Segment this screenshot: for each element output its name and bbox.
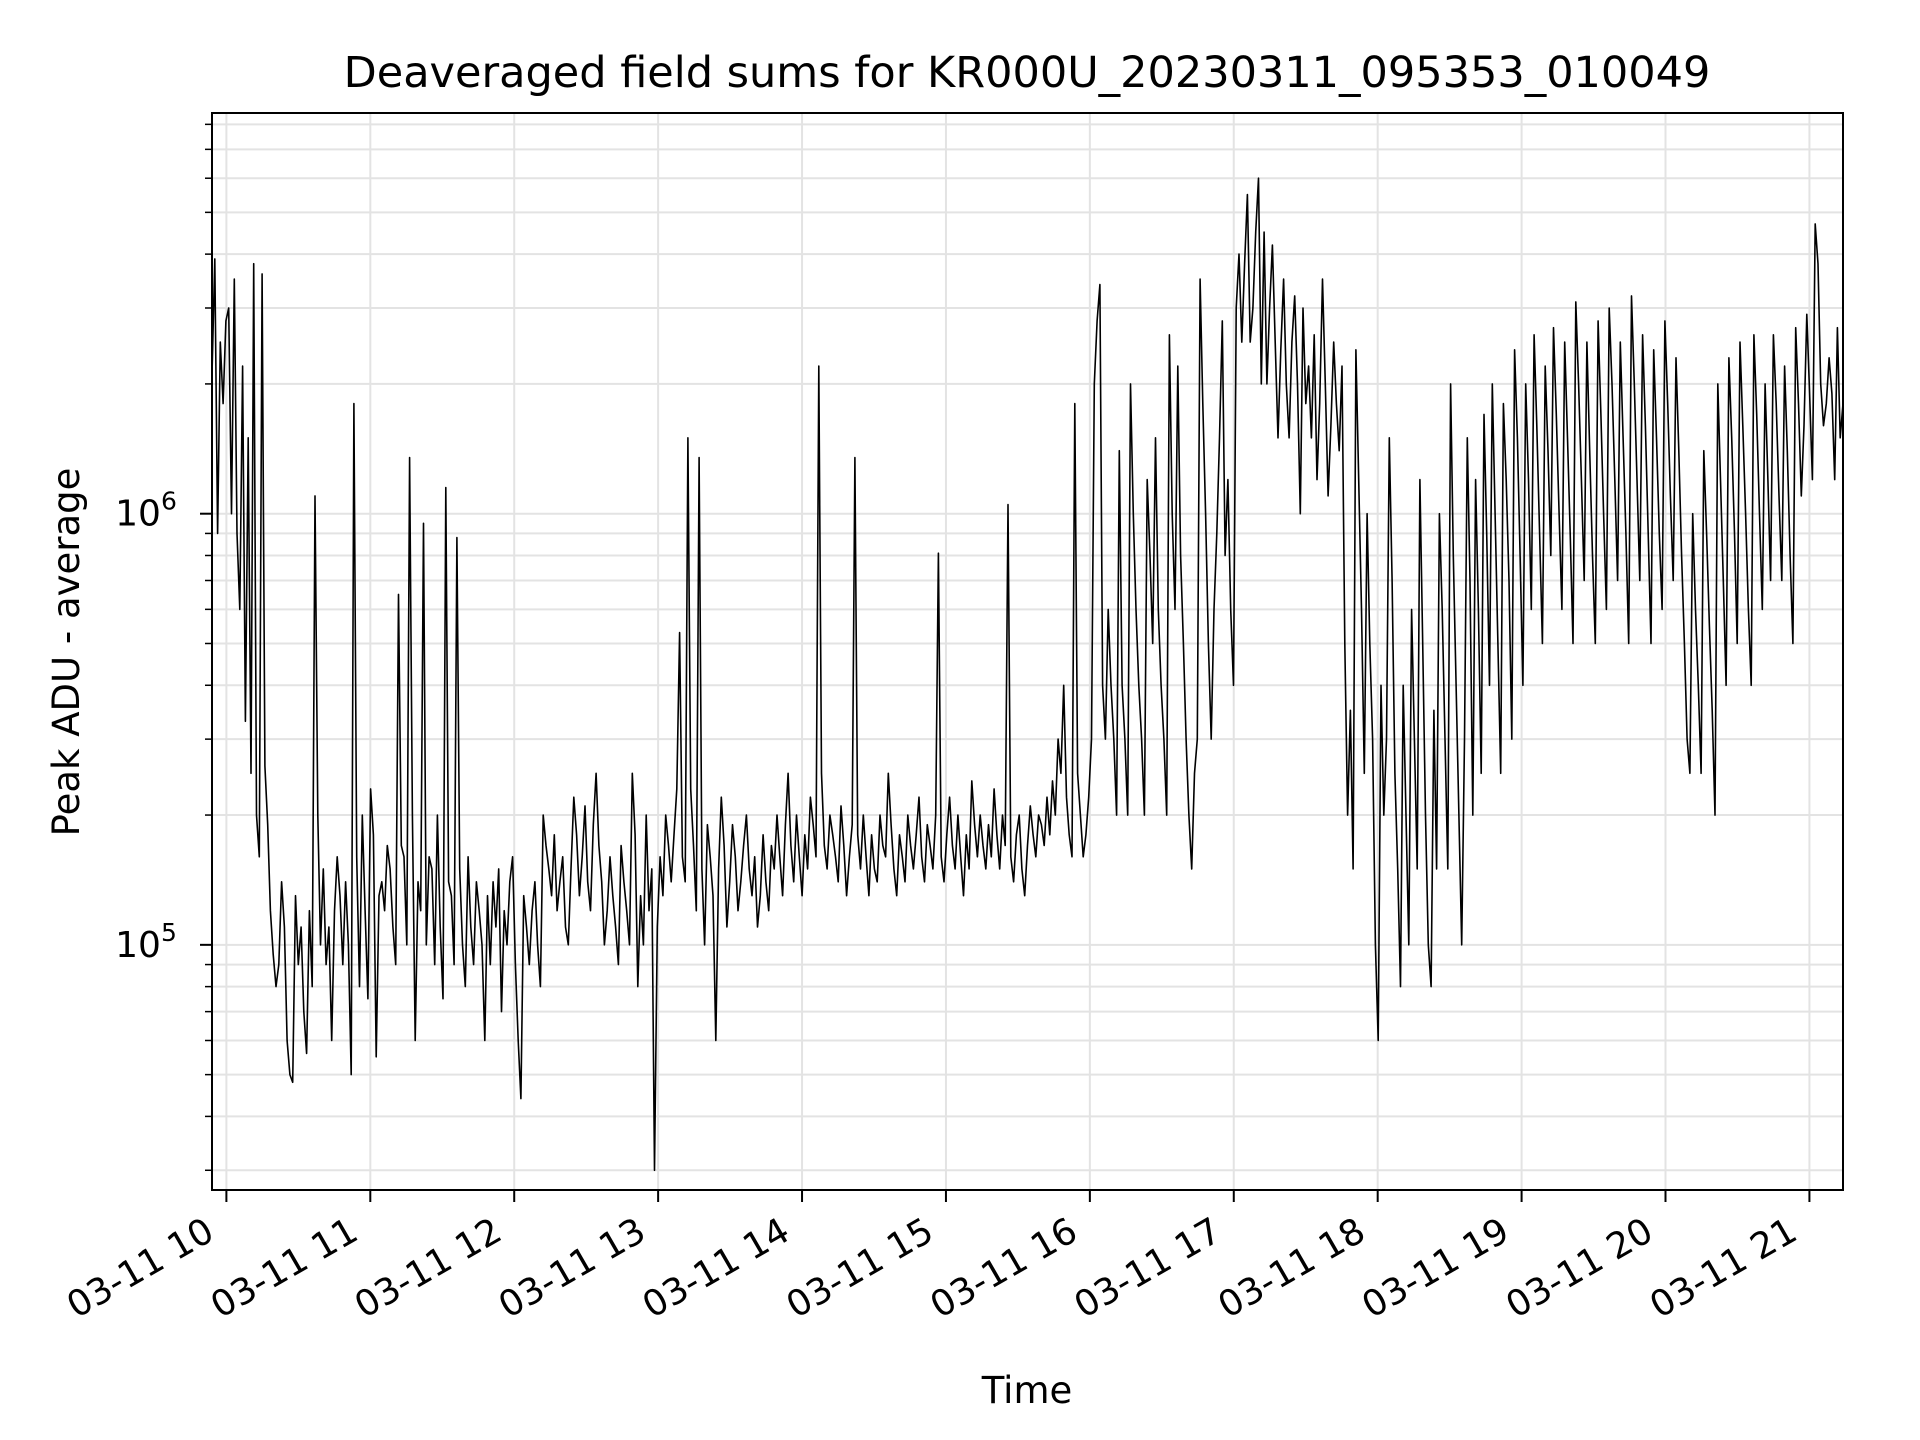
grid — [212, 113, 1843, 1190]
y-tick-exponent: 5 — [161, 918, 177, 947]
series-line — [211, 177, 1844, 1172]
y-tick-label: 105 — [115, 918, 177, 966]
y-tick-base: 10 — [115, 494, 161, 535]
x-axis-label: Time — [981, 1369, 1073, 1412]
y-tick-label: 106 — [115, 487, 177, 535]
series-layer — [211, 177, 1844, 1172]
plot-frame — [211, 112, 1844, 1191]
y-axis-label: Peak ADU - average — [45, 468, 88, 837]
chart-title: Deaveraged field sums for KR000U_2023031… — [344, 48, 1711, 98]
y-tick-exponent: 6 — [161, 487, 177, 516]
y-tick-base: 10 — [115, 925, 161, 966]
